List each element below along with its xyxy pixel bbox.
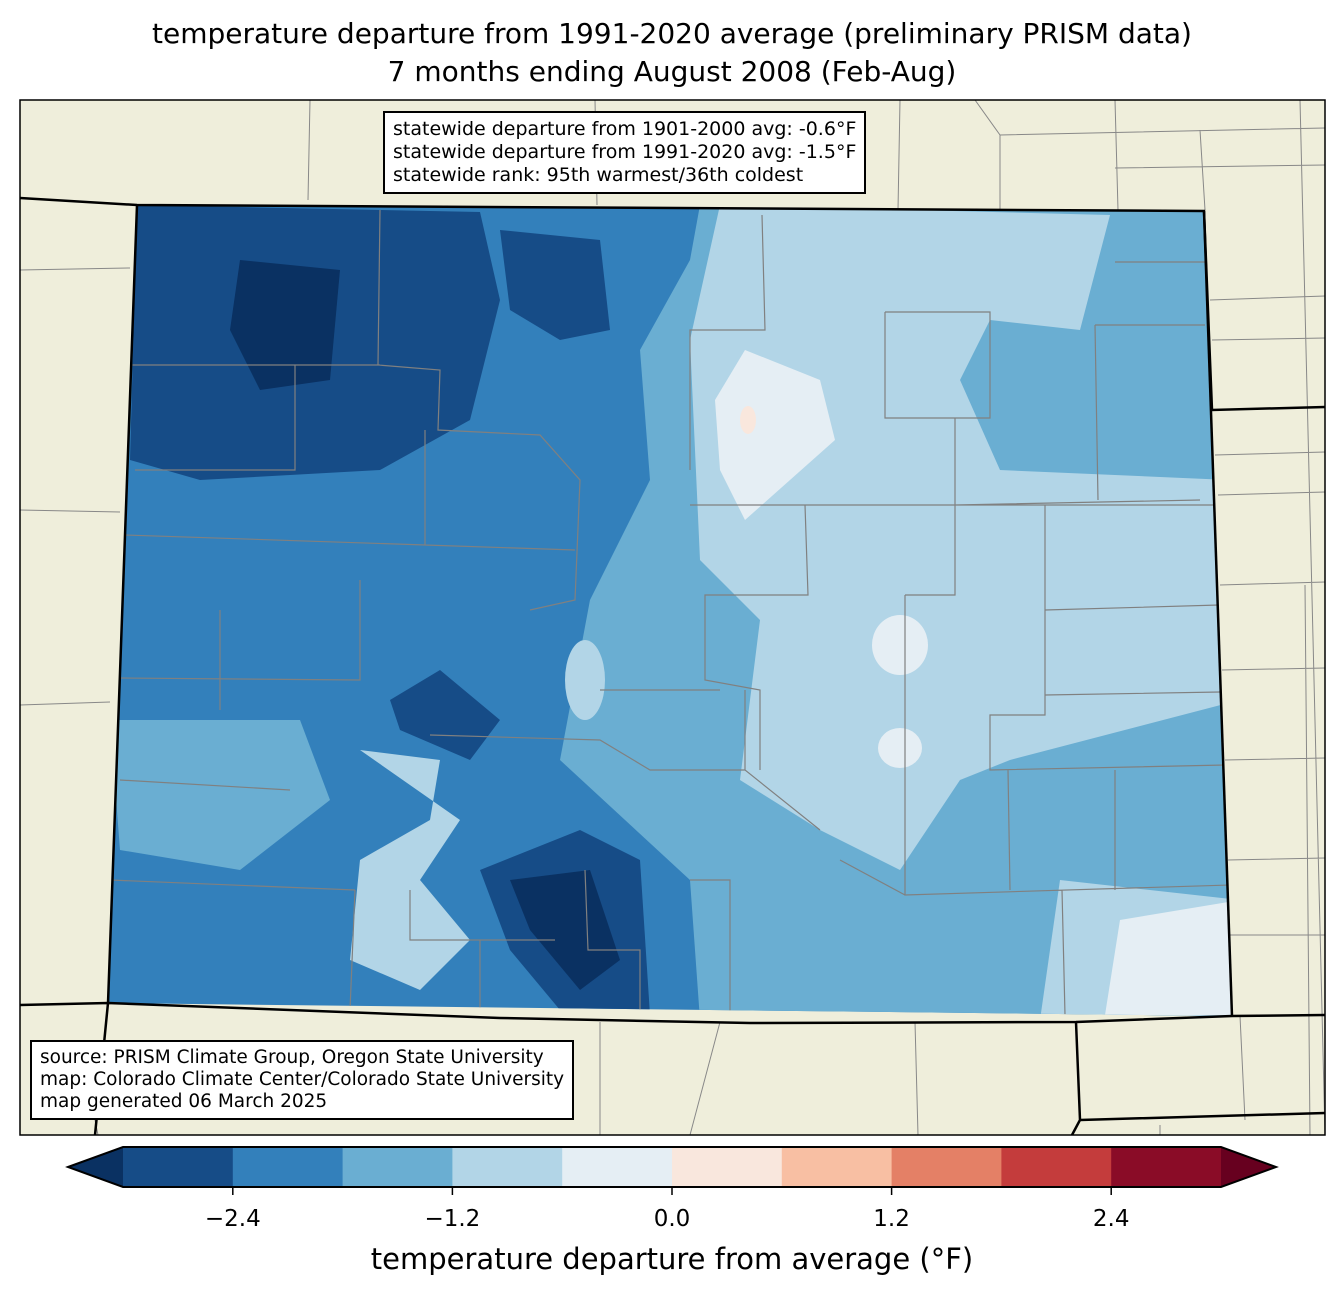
field-valley-light	[350, 750, 470, 990]
neighbor-county-lines	[20, 100, 1325, 1135]
colorbar-segment	[452, 1147, 563, 1187]
map-frame	[19, 99, 1326, 1136]
statewide-stats-box: statewide departure from 1901-2000 avg: …	[383, 111, 867, 194]
field-sw-patch	[110, 720, 330, 870]
colorbar-segment	[562, 1147, 673, 1187]
colorbar-tick-label: 0.0	[653, 1206, 691, 1232]
colorbar-outline	[65, 1146, 1279, 1188]
colorbar-segment	[781, 1147, 893, 1187]
field-nw-darkest	[230, 260, 340, 390]
source-line: source: PRISM Climate Group, Oregon Stat…	[40, 1047, 544, 1068]
field-sanjuan-dark	[390, 670, 500, 760]
map-title-line2: 7 months ending August 2008 (Feb-Aug)	[387, 55, 957, 88]
map-title-line1: temperature departure from 1991-2020 ave…	[152, 17, 1192, 50]
stat-rank: statewide rank: 95th warmest/36th coldes…	[393, 164, 804, 186]
stat-departure-1901-2000: statewide departure from 1901-2000 avg: …	[393, 118, 857, 140]
colorbar-segment	[672, 1147, 783, 1187]
field-light-spot	[872, 615, 928, 675]
state-boundaries	[19, 196, 1326, 1136]
colorbar-label: temperature departure from average (°F)	[370, 1242, 974, 1276]
colorbar-tick-label: −1.2	[424, 1206, 481, 1232]
generated-date-line: map generated 06 March 2025	[40, 1091, 328, 1112]
field-valley-light	[565, 640, 605, 720]
stat-departure-1991-2020: statewide departure from 1991-2020 avg: …	[393, 141, 857, 163]
colorbar-segment	[1111, 1147, 1222, 1187]
field-denver-light	[715, 350, 835, 520]
colorbar-tick-label: −2.4	[204, 1206, 261, 1232]
temperature-field	[108, 205, 1232, 1016]
field-south-darkest	[510, 870, 620, 990]
county-lines	[109, 209, 1231, 1016]
colorbar-tick-label: 2.4	[1092, 1206, 1130, 1232]
field-se-light	[1105, 900, 1232, 1015]
map-credit-line: map: Colorado Climate Center/Colorado St…	[40, 1069, 565, 1090]
colorbar-segment	[123, 1147, 234, 1187]
source-box: source: PRISM Climate Group, Oregon Stat…	[30, 1040, 575, 1120]
colorbar-under-arrow	[68, 1147, 123, 1187]
colorbar-over-arrow	[1221, 1147, 1276, 1187]
colorbar-segment	[342, 1147, 453, 1187]
colorbar-segment	[1001, 1147, 1112, 1187]
colorbar-tick-label: 1.2	[873, 1206, 910, 1232]
field-plains-patch	[690, 205, 1232, 870]
field-north-dark	[500, 230, 610, 340]
field-warm-spot	[740, 406, 756, 434]
field-light-spot	[878, 728, 922, 768]
colorbar-segment	[232, 1147, 344, 1187]
colorbar	[65, 1146, 1279, 1195]
colorbar-segment	[891, 1147, 1002, 1187]
